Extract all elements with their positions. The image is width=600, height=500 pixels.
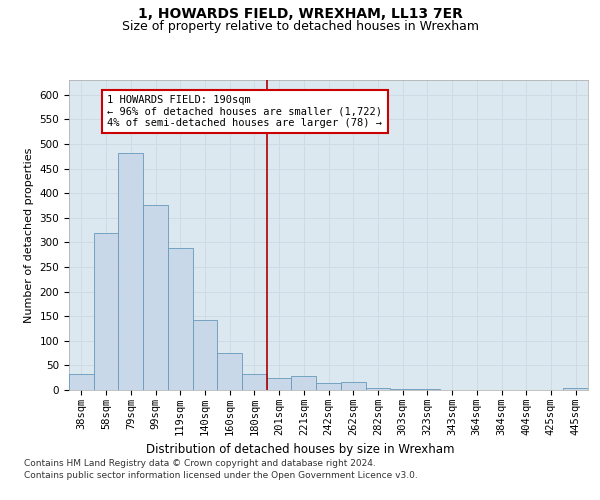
Bar — [217, 353, 242, 390]
Text: Distribution of detached houses by size in Wrexham: Distribution of detached houses by size … — [146, 442, 454, 456]
Bar — [267, 378, 292, 390]
Bar — [415, 389, 440, 390]
Text: Size of property relative to detached houses in Wrexham: Size of property relative to detached ho… — [121, 20, 479, 33]
Text: Contains public sector information licensed under the Open Government Licence v3: Contains public sector information licen… — [24, 471, 418, 480]
Bar — [118, 153, 143, 390]
Bar — [365, 388, 390, 390]
Bar — [242, 374, 267, 390]
Bar — [143, 206, 168, 390]
Bar — [292, 376, 316, 390]
Text: 1, HOWARDS FIELD, WREXHAM, LL13 7ER: 1, HOWARDS FIELD, WREXHAM, LL13 7ER — [137, 8, 463, 22]
Text: 1 HOWARDS FIELD: 190sqm
← 96% of detached houses are smaller (1,722)
4% of semi-: 1 HOWARDS FIELD: 190sqm ← 96% of detache… — [107, 95, 382, 128]
Bar — [94, 232, 118, 390]
Text: Contains HM Land Registry data © Crown copyright and database right 2024.: Contains HM Land Registry data © Crown c… — [24, 458, 376, 468]
Bar — [563, 388, 588, 390]
Bar — [69, 374, 94, 390]
Bar — [168, 248, 193, 390]
Bar — [390, 388, 415, 390]
Y-axis label: Number of detached properties: Number of detached properties — [24, 148, 34, 322]
Bar — [341, 382, 365, 390]
Bar — [316, 383, 341, 390]
Bar — [193, 320, 217, 390]
